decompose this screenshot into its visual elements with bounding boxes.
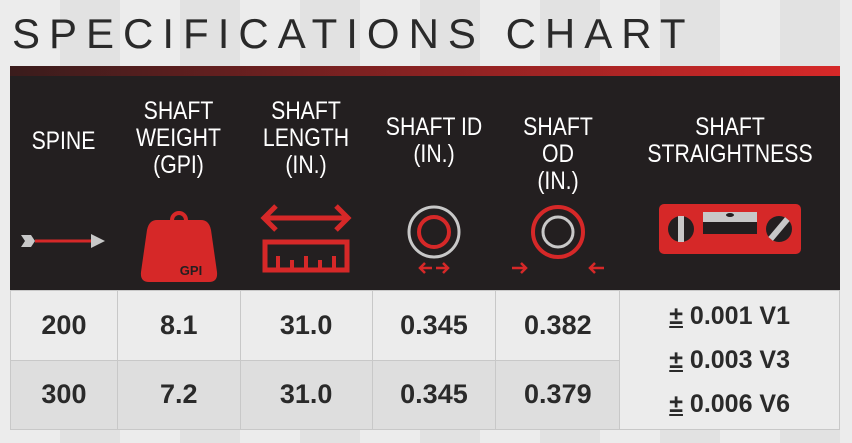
cell-weight: 7.2 bbox=[116, 359, 241, 430]
header-length: SHAFT LENGTH (IN.) bbox=[240, 76, 372, 290]
header-spine: SPINE bbox=[10, 76, 117, 290]
arrow-icon bbox=[20, 234, 105, 248]
straightness-item: ± 0.006 V6 bbox=[669, 390, 791, 418]
header-straightness: SHAFT STRAIGHTNESS bbox=[620, 76, 840, 290]
header-label: SPINE bbox=[31, 127, 96, 155]
ruler-length-icon bbox=[260, 204, 352, 273]
specs-table: 200 8.1 31.0 0.345 0.382 ± 0.001 V1 ± 0.… bbox=[10, 290, 840, 430]
cell-id: 0.345 bbox=[371, 290, 497, 361]
header-weight: SHAFT WEIGHT (GPI) GPI bbox=[117, 76, 240, 290]
cell-id: 0.345 bbox=[371, 359, 497, 430]
straightness-item: ± 0.003 V3 bbox=[669, 346, 791, 374]
table-row: 300 7.2 31.0 0.345 0.379 bbox=[10, 359, 840, 430]
cell-spine: 200 bbox=[10, 290, 118, 361]
header-label: SHAFT OD (IN.) bbox=[523, 113, 593, 195]
cell-od: 0.379 bbox=[495, 359, 621, 430]
cell-length: 31.0 bbox=[239, 290, 373, 361]
weight-icon-label: GPI bbox=[179, 263, 201, 278]
straightness-item: ± 0.001 V1 bbox=[669, 302, 791, 330]
table-row: 200 8.1 31.0 0.345 0.382 ± 0.001 V1 ± 0.… bbox=[10, 290, 840, 430]
header-label: SHAFT WEIGHT (GPI) bbox=[136, 97, 221, 179]
cell-weight: 8.1 bbox=[116, 290, 241, 361]
inner-diameter-icon bbox=[407, 205, 461, 274]
header-id: SHAFT ID (IN.) bbox=[372, 76, 496, 290]
header-label: SHAFT ID (IN.) bbox=[385, 113, 483, 168]
cell-straightness: ± 0.001 V1 ± 0.003 V3 ± 0.006 V6 bbox=[619, 290, 840, 430]
header-label: SHAFT LENGTH (IN.) bbox=[262, 97, 350, 179]
table-header: SPINE SHAFT WEIGHT (GPI) GPI SHAFT LENGT… bbox=[10, 66, 840, 290]
level-icon bbox=[659, 204, 801, 254]
cell-length: 31.0 bbox=[239, 359, 373, 430]
accent-strip bbox=[10, 66, 840, 76]
header-label: SHAFT STRAIGHTNESS bbox=[647, 113, 813, 168]
page-title: SPECIFICATIONS CHART bbox=[12, 10, 695, 57]
weight-icon: GPI bbox=[140, 211, 217, 282]
outer-diameter-icon bbox=[512, 205, 604, 274]
cell-spine: 300 bbox=[10, 359, 118, 430]
cell-od: 0.382 bbox=[495, 290, 621, 361]
header-od: SHAFT OD (IN.) bbox=[496, 76, 620, 290]
